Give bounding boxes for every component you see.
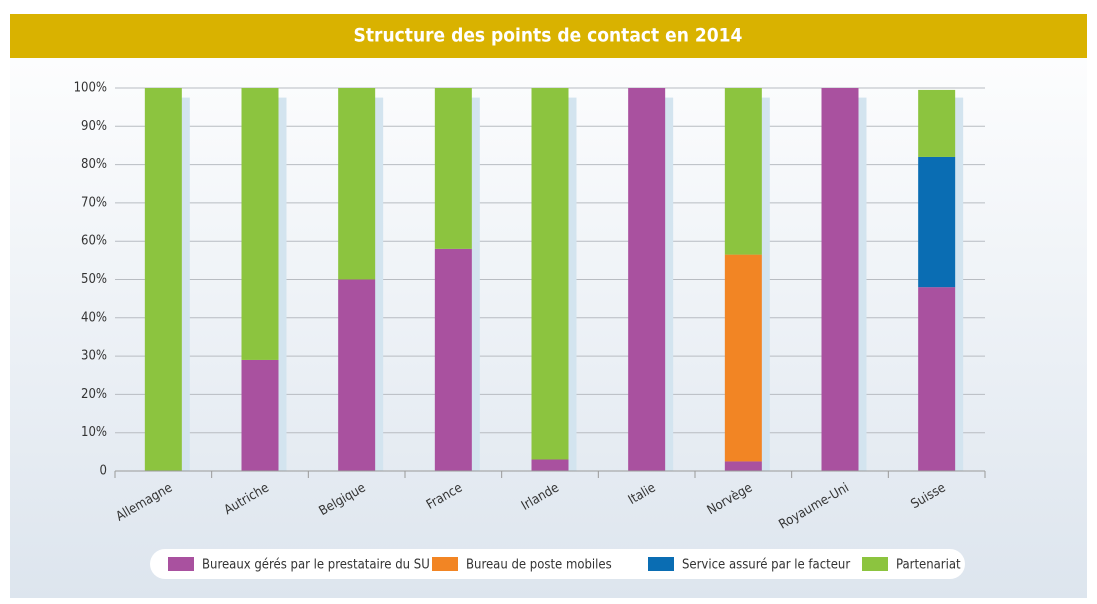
y-tick-label: 30% — [81, 349, 107, 364]
title-banner — [10, 14, 1087, 58]
bar-segment — [241, 359, 279, 471]
y-tick-label: 90% — [81, 119, 107, 134]
bar-segment — [724, 461, 762, 471]
legend-swatch — [862, 557, 888, 571]
bar-segment — [724, 254, 762, 462]
legend-swatch — [648, 557, 674, 571]
y-tick-label: 80% — [81, 157, 107, 172]
y-tick-label: 0 — [100, 464, 107, 479]
bar-segment — [918, 89, 956, 157]
bar-segment — [628, 88, 666, 471]
legend-swatch — [432, 557, 458, 571]
bar-segment — [531, 459, 569, 471]
bar-segment — [918, 156, 956, 288]
bar-segment — [531, 88, 569, 460]
bar-segment — [821, 88, 859, 471]
bar-segment — [434, 88, 472, 249]
y-tick-label: 60% — [81, 234, 107, 249]
y-tick-label: 100% — [74, 81, 107, 96]
bar-segment — [338, 88, 376, 280]
legend-label: Bureau de poste mobiles — [466, 558, 612, 573]
legend-swatch — [168, 557, 194, 571]
legend-box — [150, 549, 965, 579]
legend-label: Service assuré par le facteur — [682, 558, 850, 573]
bar-segment — [918, 287, 956, 471]
chart-title: Structure des points de contact en 2014 — [354, 25, 743, 47]
legend-label: Bureaux gérés par le prestataire du SU — [202, 558, 430, 573]
y-tick-label: 70% — [81, 195, 107, 210]
bar-segment — [724, 88, 762, 255]
bar-segment — [338, 279, 376, 471]
y-tick-label: 50% — [81, 272, 107, 287]
bar-segment — [241, 88, 279, 360]
legend-label: Partenariat — [896, 558, 961, 573]
y-tick-label: 10% — [81, 425, 107, 440]
bar-segment — [434, 248, 472, 471]
y-tick-label: 40% — [81, 310, 107, 325]
y-tick-label: 20% — [81, 387, 107, 402]
bar-segment — [144, 88, 182, 471]
